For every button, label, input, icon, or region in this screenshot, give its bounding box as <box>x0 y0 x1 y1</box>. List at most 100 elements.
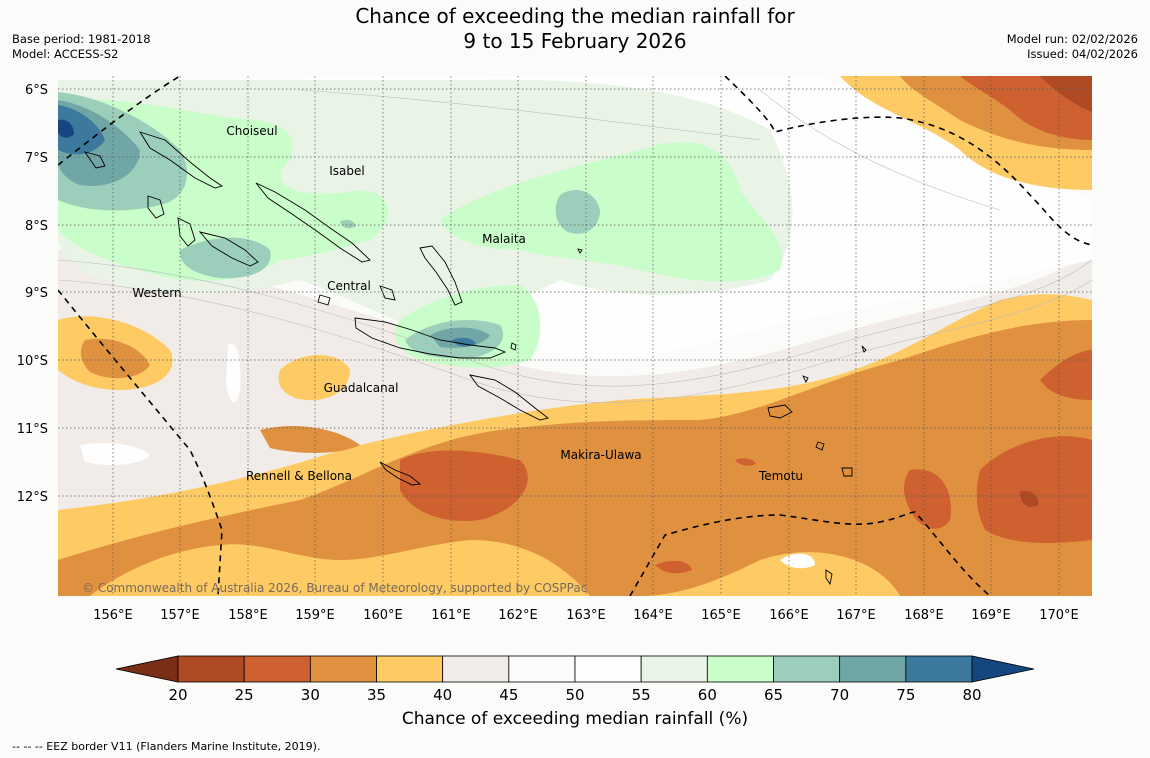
label-malaita: Malaita <box>482 232 526 246</box>
label-isabel: Isabel <box>329 164 364 178</box>
lon-label: 164°E <box>633 608 673 623</box>
lat-label: 12°S <box>17 490 48 505</box>
contour-lines <box>58 89 1092 403</box>
colorbar-label: Chance of exceeding median rainfall (%) <box>401 709 749 729</box>
colorbar-segment <box>640 655 708 683</box>
lon-label: 161°E <box>431 608 471 623</box>
colorbar-segment <box>177 655 245 683</box>
colorbar-tick-label: 45 <box>499 686 518 704</box>
island-outlines <box>83 131 867 586</box>
gridlines <box>58 76 1092 596</box>
colorbar: 20 25 30 35 40 45 50 55 60 65 70 75 80 <box>115 655 1035 704</box>
model-run: Model run: 02/02/2026 <box>1006 32 1138 46</box>
colorbar-segment <box>243 655 311 683</box>
area-25-30-temotu <box>735 458 756 466</box>
guadalcanal-island <box>354 317 507 359</box>
shortland-islands <box>83 151 106 169</box>
area-25-30-makira <box>400 450 528 521</box>
map-title: Chance of exceeding the median rainfall … <box>0 4 1150 54</box>
area-25-30-south <box>655 560 692 574</box>
lon-label: 166°E <box>769 608 809 623</box>
colorbar-tick-label: 65 <box>764 686 783 704</box>
label-rennell-bellona: Rennell & Bellona <box>246 469 352 483</box>
lon-label: 159°E <box>295 608 335 623</box>
russell-islands <box>317 294 331 306</box>
area-25-30-east <box>904 469 951 529</box>
colorbar-segment <box>574 655 642 683</box>
lat-label: 8°S <box>25 219 48 234</box>
colorbar-tick-label: 35 <box>367 686 386 704</box>
malaita-island <box>419 245 463 306</box>
issued-date: Issued: 04/02/2026 <box>1027 47 1138 61</box>
lon-label: 170°E <box>1039 608 1079 623</box>
lon-label: 167°E <box>836 608 876 623</box>
area-75-80 <box>58 105 105 155</box>
area-65-70-isabel <box>340 219 356 229</box>
run-info: Model run: 02/02/2026 Issued: 04/02/2026 <box>1007 32 1138 62</box>
lat-label: 10°S <box>17 354 48 369</box>
copyright-notice: © Commonwealth of Australia 2026, Bureau… <box>82 581 587 595</box>
lon-label: 168°E <box>904 608 944 623</box>
area-60-65-malaita <box>440 142 782 282</box>
tikopia-island <box>825 569 833 586</box>
santa-cruz-island <box>767 404 793 419</box>
area-50-55-west-channel <box>226 343 241 403</box>
choiseul-island <box>138 131 224 189</box>
colorbar-segment <box>839 655 907 683</box>
vella-lavella-island <box>147 195 165 219</box>
label-western: Western <box>132 286 181 300</box>
colorbar-tick-label: 80 <box>962 686 981 704</box>
label-temotu: Temotu <box>758 469 803 483</box>
eez-border <box>58 76 1092 596</box>
colorbar-tick-label: 25 <box>235 686 254 704</box>
latitude-axis: 6°S 7°S 8°S 9°S 10°S 11°S 12°S <box>17 83 48 505</box>
title-line-2: 9 to 15 February 2026 <box>463 29 687 53</box>
area-25-30-far-east <box>976 436 1092 543</box>
lon-label: 169°E <box>971 608 1011 623</box>
eez-footnote: -- -- -- EEZ border V11 (Flanders Marine… <box>12 740 321 753</box>
base-period: Base period: 1981-2018 <box>12 32 151 46</box>
florida-islands <box>379 285 396 301</box>
lat-label: 9°S <box>25 286 48 301</box>
vanikoro-island <box>841 467 853 477</box>
colorbar-tick-label: 75 <box>896 686 915 704</box>
label-makira-ulawa: Makira-Ulawa <box>560 448 641 462</box>
lon-label: 162°E <box>498 608 538 623</box>
lat-label: 7°S <box>25 151 48 166</box>
colorbar-segment <box>905 655 973 683</box>
label-central: Central <box>327 279 371 293</box>
colorbar-tick-label: 40 <box>433 686 452 704</box>
area-35-40-guadalcanal <box>278 355 350 401</box>
ulawa-island <box>510 342 517 351</box>
title-line-1: Chance of exceeding the median rainfall … <box>355 4 795 28</box>
sikaiana-island <box>577 248 583 254</box>
lon-label: 160°E <box>363 608 403 623</box>
colorbar-segment <box>309 655 377 683</box>
colorbar-tick-label: 55 <box>632 686 651 704</box>
colorbar-tick-label: 50 <box>565 686 584 704</box>
area-65-70-malaita <box>555 190 600 234</box>
area-20-25-northeast <box>1040 76 1092 112</box>
new-georgia-group <box>198 231 259 267</box>
area-25-30-far-east-north <box>1040 350 1092 400</box>
lon-label: 158°E <box>228 608 268 623</box>
lon-label: 165°E <box>701 608 741 623</box>
colorbar-segment <box>376 655 444 683</box>
label-choiseul: Choiseul <box>226 124 277 138</box>
area-30-35-west <box>80 338 150 379</box>
colorbar-tick-label: 70 <box>830 686 849 704</box>
area-75-80-guadalcanal <box>452 337 476 347</box>
colorbar-segment <box>508 655 576 683</box>
lon-label: 157°E <box>160 608 200 623</box>
rainfall-probability-map <box>58 76 1092 596</box>
area-20-25-east <box>1020 490 1039 508</box>
colorbar-tick-label: 30 <box>301 686 320 704</box>
area-30-35-rennell <box>260 425 360 453</box>
duff-islands <box>861 345 867 353</box>
colorbar-segment <box>706 655 774 683</box>
santa-isabel-island <box>255 182 371 263</box>
colorbar-tick-label: 20 <box>168 686 187 704</box>
colorbar-extend-high <box>971 655 1035 683</box>
area-50-55-south-west <box>80 443 150 466</box>
lat-label: 11°S <box>17 422 48 437</box>
